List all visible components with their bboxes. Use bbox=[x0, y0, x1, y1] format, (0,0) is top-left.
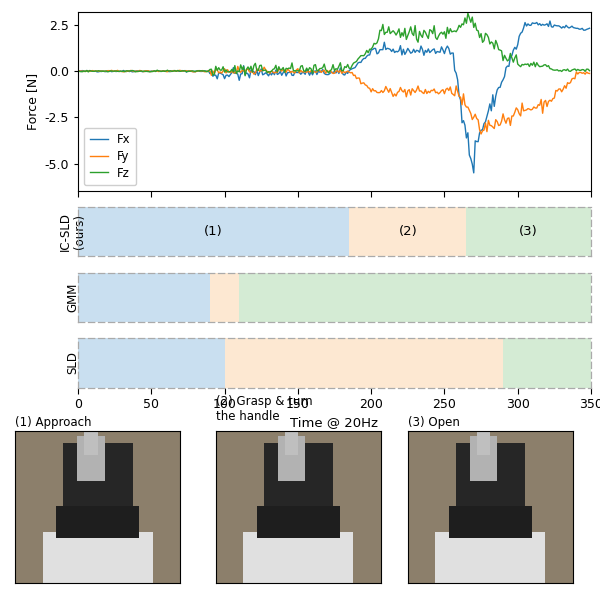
Fz bbox=[586, 67, 593, 74]
Fx bbox=[310, 68, 317, 75]
Fy bbox=[581, 71, 589, 78]
Fy bbox=[234, 63, 241, 70]
Bar bbox=[349, 207, 466, 256]
Bar bbox=[210, 273, 239, 322]
Text: (3) Open: (3) Open bbox=[408, 416, 460, 429]
Fy bbox=[586, 70, 593, 77]
Fx bbox=[586, 25, 593, 32]
Bar bbox=[503, 338, 591, 388]
Fz bbox=[567, 68, 574, 75]
Fy bbox=[378, 87, 385, 94]
Line: Fx: Fx bbox=[78, 21, 590, 173]
Y-axis label: IC-SLD
(ours): IC-SLD (ours) bbox=[58, 212, 86, 251]
Bar bbox=[78, 207, 349, 256]
Fz bbox=[349, 62, 356, 69]
Fy bbox=[478, 130, 485, 138]
Fy bbox=[211, 70, 218, 77]
Fz bbox=[464, 10, 472, 17]
Fy bbox=[567, 79, 574, 86]
Bar bbox=[466, 207, 591, 256]
Fz bbox=[241, 72, 248, 80]
Fx bbox=[581, 26, 589, 33]
Fx bbox=[470, 169, 478, 176]
Fy bbox=[312, 69, 319, 76]
Fx bbox=[376, 46, 383, 53]
Fz bbox=[211, 71, 218, 78]
Y-axis label: SLD: SLD bbox=[66, 352, 79, 374]
Y-axis label: GMM: GMM bbox=[66, 282, 79, 312]
Y-axis label: Force [N]: Force [N] bbox=[26, 73, 39, 130]
Fy bbox=[74, 67, 82, 74]
Fy bbox=[349, 69, 356, 76]
Fz bbox=[312, 61, 319, 68]
Bar bbox=[78, 273, 210, 322]
Fx bbox=[567, 24, 574, 31]
Fx bbox=[547, 17, 554, 25]
Fz bbox=[74, 67, 82, 74]
Line: Fy: Fy bbox=[78, 66, 590, 134]
Fx bbox=[74, 68, 82, 75]
Fz bbox=[581, 68, 589, 75]
Text: (3): (3) bbox=[520, 225, 538, 238]
Fz bbox=[378, 27, 385, 34]
Bar bbox=[224, 338, 503, 388]
Fx bbox=[347, 66, 354, 73]
X-axis label: Time @ 20Hz: Time @ 20Hz bbox=[290, 416, 379, 429]
Text: (1): (1) bbox=[204, 225, 223, 238]
Line: Fz: Fz bbox=[78, 13, 590, 76]
Text: (2) Grasp & turn
the handle: (2) Grasp & turn the handle bbox=[216, 395, 313, 423]
Fx bbox=[211, 71, 218, 78]
Bar bbox=[78, 338, 224, 388]
Bar bbox=[239, 273, 591, 322]
Text: (1) Approach: (1) Approach bbox=[15, 416, 91, 429]
Text: (2): (2) bbox=[398, 225, 417, 238]
Legend: Fx, Fy, Fz: Fx, Fy, Fz bbox=[84, 127, 136, 185]
